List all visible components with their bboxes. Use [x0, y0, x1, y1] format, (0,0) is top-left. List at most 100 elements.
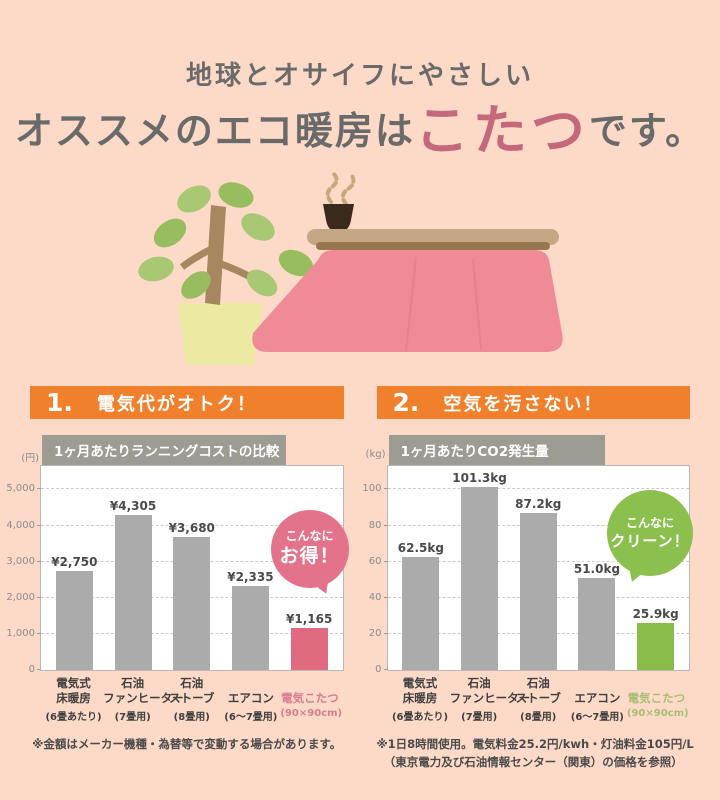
cost-chart: 1ヶ月あたりランニングコストの比較 (円) ¥2,750 ¥4,305 ¥3,680…	[6, 435, 349, 723]
tabletop-edge	[316, 242, 550, 250]
co2-footnote: ※1日8時間使用。電気料金25.2円/kwh・灯油料金105円/L （東京電力及…	[376, 736, 694, 772]
x-axis-category: 電気式 床暖房 (6畳あたり)	[44, 676, 103, 723]
section-2-heading: 2. 空気を汚さない！	[376, 386, 690, 419]
category-name-line2: エアコン	[227, 691, 274, 705]
cost-bars-row: ¥2,750 ¥4,305 ¥3,680 ¥2,335 ¥1,165	[41, 466, 343, 670]
bar-slot: 51.0kg	[568, 466, 627, 670]
co2-y-axis-unit: (kg)	[365, 449, 386, 460]
x-axis-category: 電気こたつ (90×90cm)	[627, 676, 689, 723]
y-axis-tick	[37, 488, 41, 490]
category-subtext: (8畳用)	[173, 712, 210, 723]
category-name-line2: ファンヒーター	[103, 691, 184, 705]
category-name-line1: 石油	[467, 676, 491, 690]
tabletop	[307, 229, 559, 245]
category-name-line1	[280, 676, 339, 691]
cost-footnote: ※金額はメーカー機種・為替等で変動する場合があります。	[30, 736, 344, 754]
bar-slot: ¥2,335	[221, 466, 280, 670]
bar	[519, 512, 557, 670]
x-axis-category: エアコン (6～7畳用)	[568, 676, 627, 723]
savings-bubble: こんなに お得！	[270, 510, 349, 588]
footnote-line: （東京電力及び石油情報センター（関東）の価格を参照）	[383, 754, 683, 769]
cost-plot-area: (円) ¥2,750 ¥4,305 ¥3,680 ¥2,335 ¥1,165 こんなに …	[6, 453, 349, 675]
category-subtext: (6～7畳用)	[224, 712, 278, 723]
x-axis-category: エアコン (6～7畳用)	[221, 676, 280, 723]
bar	[637, 623, 675, 670]
x-axis-category: 電気式 床暖房 (6畳あたり)	[391, 676, 450, 723]
steam-icon	[325, 172, 356, 206]
x-axis-category: 石油 ファンヒーター (7畳用)	[450, 676, 531, 723]
y-axis-label: 80	[368, 519, 382, 531]
y-axis-label: 0	[375, 664, 382, 675]
category-name-line1: 石油	[121, 676, 145, 690]
bar-slot: 87.2kg	[509, 466, 568, 670]
footnote-line: ※金額はメーカー機種・為替等で変動する場合があります。	[32, 737, 342, 751]
bar	[114, 514, 152, 670]
bar-value-label: 25.9kg	[632, 607, 679, 622]
category-name-line2: ストーブ	[169, 691, 215, 705]
page-title: 地球とオサイフにやさしい オススメのエコ暖房はこたつです。	[0, 0, 720, 163]
grid-line	[41, 488, 343, 490]
bar	[231, 585, 269, 670]
x-axis-category: 電気こたつ (90×90cm)	[280, 676, 343, 723]
kotatsu-blanket	[252, 250, 563, 352]
bar-value-label: 101.3kg	[452, 471, 507, 486]
y-axis-label: 5,000	[6, 483, 35, 495]
category-name-line1	[221, 676, 280, 691]
co2-bars-row: 62.5kg 101.3kg 87.2kg 51.0kg 25.9kg	[388, 466, 690, 670]
clean-bubble: こんなに クリーン！	[607, 490, 693, 576]
section-2-title: 空気を汚さない！	[443, 393, 604, 415]
savings-bubble-line2: お得！	[279, 545, 340, 568]
y-axis-tick	[383, 488, 388, 490]
y-axis-tick	[37, 524, 41, 526]
bar-value-label: ¥2,750	[51, 554, 98, 569]
footnote-line: ※1日8時間使用。電気料金25.2円/kwh・灯油料金105円/L	[376, 737, 694, 751]
y-axis-label: 4,000	[6, 519, 35, 531]
y-axis-label: 2,000	[6, 591, 35, 603]
y-axis-tick	[37, 560, 41, 562]
y-axis-label: 20	[368, 627, 382, 639]
section-clean-air: 2. 空気を汚さない！ 1ヶ月あたりCO2発生量 (kg) 62.5kg 101.…	[362, 386, 694, 772]
clean-bubble-line2: クリーン！	[610, 531, 690, 550]
category-name-line2: 床暖房	[56, 691, 91, 705]
category-name-line2: 電気こたつ	[627, 691, 686, 705]
category-name-line1	[627, 676, 686, 691]
cost-chart-title: 1ヶ月あたりランニングコストの比較	[42, 435, 286, 465]
y-axis-tick	[37, 632, 41, 634]
co2-chart-title: 1ヶ月あたりCO2発生量	[388, 435, 605, 465]
category-name-line2: エアコン	[574, 691, 621, 705]
bar	[55, 570, 93, 670]
y-axis-label: 0	[28, 664, 35, 675]
category-subtext: (90×90cm)	[280, 708, 343, 719]
category-subtext: (6畳あたり)	[45, 712, 102, 723]
bar-value-label: ¥1,165	[286, 611, 333, 626]
title-line2-prefix: オススメのエコ暖房は	[14, 108, 415, 153]
cost-y-axis-unit: (円)	[21, 453, 39, 464]
y-axis-tick	[383, 596, 388, 598]
plant-icon	[138, 182, 314, 365]
bar-slot: 25.9kg	[626, 466, 685, 670]
section-1-number: 1.	[46, 388, 73, 417]
bar-slot: ¥2,750	[45, 466, 104, 670]
category-subtext: (7畳用)	[461, 712, 498, 723]
bar	[290, 627, 328, 670]
grid-line	[41, 524, 343, 526]
x-axis-category: 石油 ファンヒーター (7畳用)	[103, 676, 184, 723]
category-subtext: (7畳用)	[114, 712, 151, 723]
kotatsu-illustration	[138, 172, 563, 365]
title-line2: オススメのエコ暖房はこたつです。	[0, 98, 720, 163]
y-axis-tick	[383, 632, 388, 634]
bar-slot: 62.5kg	[392, 466, 451, 670]
clean-bubble-line1: こんなに	[625, 515, 674, 530]
cost-x-labels-row: 電気式 床暖房 (6畳あたり) 石油 ファンヒーター (7畳用) 石油 ストーブ (8畳用) エア…	[40, 676, 344, 723]
bar	[461, 487, 499, 670]
bar-slot: ¥3,680	[162, 466, 221, 670]
grid-line	[387, 488, 689, 490]
y-axis-tick	[37, 669, 41, 670]
category-subtext: (6畳あたり)	[391, 712, 449, 723]
bar	[173, 537, 211, 670]
category-subtext: (8畳用)	[520, 712, 557, 723]
bar-value-label: 62.5kg	[397, 541, 444, 556]
y-axis-tick	[383, 524, 388, 526]
y-axis-tick	[37, 596, 41, 598]
